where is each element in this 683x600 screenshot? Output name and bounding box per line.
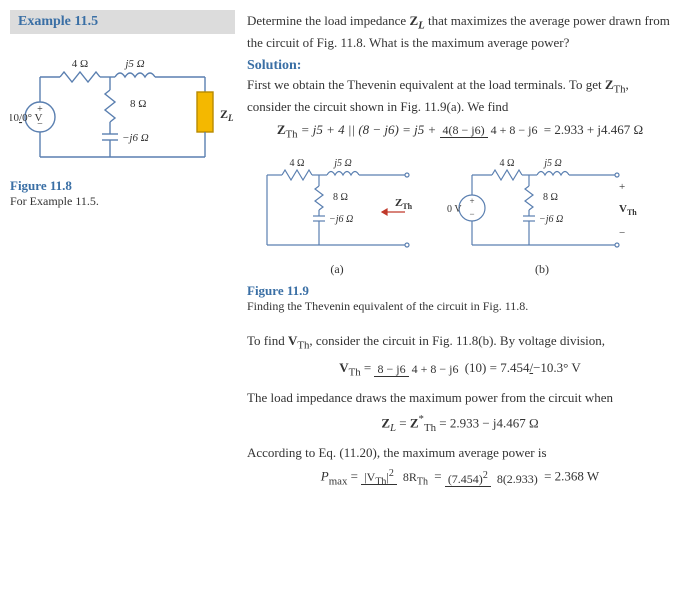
solution-p1: First we obtain the Thevenin equivalent … xyxy=(247,76,673,116)
svg-text:8 Ω: 8 Ω xyxy=(543,192,558,203)
svg-text:+: + xyxy=(469,196,474,206)
svg-text:8 Ω: 8 Ω xyxy=(333,192,348,203)
fig118-sub: For Example 11.5. xyxy=(10,194,235,209)
svg-text:4 Ω: 4 Ω xyxy=(500,158,515,169)
p4: According to Eq. (11.20), the maximum av… xyxy=(247,444,673,462)
p2: To find VTh, consider the circuit in Fig… xyxy=(247,332,673,354)
eq-zl: ZL = Z*Th = 2.933 − j4.467 Ω xyxy=(247,413,673,434)
eq-zth: ZTh = j5 + 4 || (8 − j6) = j5 + 4(8 − j6… xyxy=(247,122,673,141)
svg-text:−: − xyxy=(469,209,474,219)
r2-label: 8 Ω xyxy=(130,98,146,110)
fig119-title: Figure 11.9 xyxy=(247,283,673,299)
svg-text:j5 Ω: j5 Ω xyxy=(542,158,562,169)
figure-11-8-svg: + − 4 Ω j5 Ω 8 Ω −j6 Ω 10/0° V ZL xyxy=(10,42,235,172)
svg-text:10 V: 10 V xyxy=(447,204,462,215)
svg-text:10/0° V: 10/0° V xyxy=(10,112,43,124)
svg-text:4 Ω: 4 Ω xyxy=(290,158,305,169)
solution-label: Solution: xyxy=(247,58,673,74)
svg-text:+: + xyxy=(619,181,625,193)
svg-text:−j6 Ω: −j6 Ω xyxy=(329,214,353,225)
p3: The load impedance draws the maximum pow… xyxy=(247,389,673,407)
svg-text:−j6 Ω: −j6 Ω xyxy=(539,214,563,225)
fig119b-label: (b) xyxy=(447,262,637,277)
fig119-sub: Finding the Thevenin equivalent of the c… xyxy=(247,299,673,314)
eq-pmax: Pmax = |VTh|2 8RTh = (7.454)2 8(2.933) =… xyxy=(247,468,673,487)
r1-label: 4 Ω xyxy=(72,58,88,70)
problem-text: Determine the load impedance ZL that max… xyxy=(247,12,673,52)
x1-label: j5 Ω xyxy=(123,58,144,70)
fig-11-9: 4 Ω j5 Ω 8 Ω −j6 Ω ZTh (a) xyxy=(247,150,673,277)
svg-text:ZL: ZL xyxy=(220,107,234,123)
fig119a-label: (a) xyxy=(247,262,427,277)
eq-vth: VTh = 8 − j64 + 8 − j6 (10) = 7.454/−10.… xyxy=(247,360,673,379)
svg-text:VTh: VTh xyxy=(619,203,637,217)
fig118-title: Figure 11.8 xyxy=(10,178,235,194)
svg-text:ZTh: ZTh xyxy=(395,197,413,211)
svg-text:−: − xyxy=(619,227,625,239)
fig-11-9b-svg: + − 10 V 4 Ω j5 Ω 8 Ω −j6 Ω + − VTh xyxy=(447,150,637,260)
fig-11-9a-svg: 4 Ω j5 Ω 8 Ω −j6 Ω ZTh xyxy=(247,150,427,260)
example-header: Example 11.5 xyxy=(10,10,235,34)
x2-label: −j6 Ω xyxy=(122,132,149,144)
svg-text:j5 Ω: j5 Ω xyxy=(332,158,352,169)
